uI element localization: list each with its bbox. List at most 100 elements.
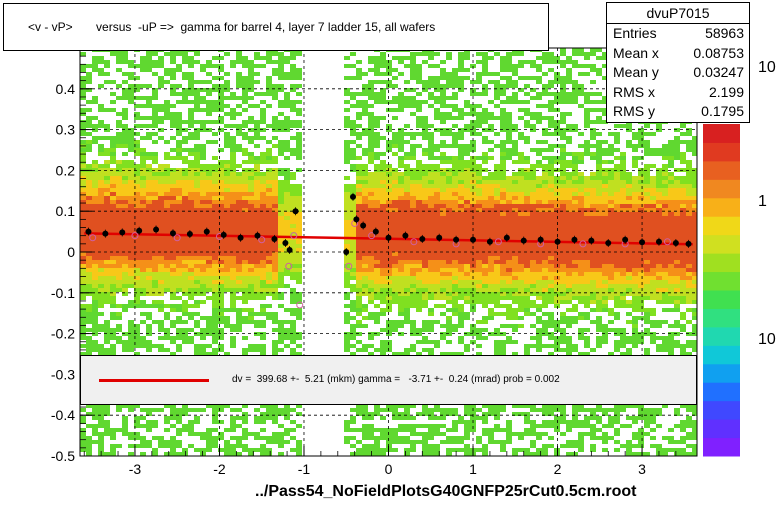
heatmap-bin	[356, 252, 362, 256]
heatmap-bin	[254, 436, 260, 440]
heatmap-bin	[224, 452, 230, 456]
heatmap-bin	[368, 92, 374, 96]
heatmap-bin	[482, 240, 488, 244]
heatmap-bin	[128, 304, 134, 308]
heatmap-bin	[410, 68, 416, 72]
heatmap-bin	[422, 204, 428, 208]
heatmap-bin	[296, 412, 302, 416]
heatmap-bin	[200, 240, 206, 244]
heatmap-bin	[368, 196, 374, 200]
heatmap-bin	[122, 136, 128, 140]
heatmap-bin	[278, 60, 284, 64]
heatmap-bin	[506, 204, 512, 208]
heatmap-bin	[278, 200, 284, 204]
heatmap-bin	[404, 88, 410, 92]
heatmap-bin	[218, 404, 224, 408]
heatmap-bin	[494, 72, 500, 76]
heatmap-bin	[128, 192, 134, 196]
heatmap-bin	[80, 420, 86, 424]
heatmap-bin	[500, 116, 506, 120]
heatmap-bin	[464, 224, 470, 228]
heatmap-bin	[362, 184, 368, 188]
heatmap-bin	[278, 276, 284, 280]
heatmap-bin	[200, 124, 206, 128]
heatmap-bin	[272, 436, 278, 440]
heatmap-bin	[368, 344, 374, 348]
heatmap-bin	[512, 280, 518, 284]
heatmap-bin	[230, 228, 236, 232]
heatmap-bin	[380, 280, 386, 284]
heatmap-bin	[542, 408, 548, 412]
heatmap-bin	[224, 220, 230, 224]
heatmap-bin	[488, 296, 494, 300]
heatmap-bin	[254, 216, 260, 220]
heatmap-bin	[506, 420, 512, 424]
heatmap-bin	[86, 64, 92, 68]
heatmap-bin	[254, 164, 260, 168]
heatmap-bin	[230, 276, 236, 280]
heatmap-bin	[470, 308, 476, 312]
heatmap-bin	[194, 284, 200, 288]
heatmap-bin	[266, 436, 272, 440]
heatmap-bin	[464, 408, 470, 412]
heatmap-bin	[290, 56, 296, 60]
heatmap-bin	[248, 208, 254, 212]
heatmap-bin	[344, 196, 350, 200]
heatmap-bin	[170, 412, 176, 416]
heatmap-bin	[392, 76, 398, 80]
heatmap-bin	[212, 232, 218, 236]
heatmap-bin	[524, 248, 530, 252]
heatmap-bin	[488, 208, 494, 212]
heatmap-bin	[368, 232, 374, 236]
heatmap-bin	[176, 84, 182, 88]
heatmap-bin	[410, 208, 416, 212]
heatmap-bin	[122, 280, 128, 284]
heatmap-bin	[140, 152, 146, 156]
heatmap-bin	[356, 304, 362, 308]
heatmap-bin	[380, 80, 386, 84]
heatmap-bin	[356, 320, 362, 324]
heatmap-bin	[146, 260, 152, 264]
heatmap-bin	[500, 312, 506, 316]
heatmap-bin	[278, 296, 284, 300]
heatmap-bin	[212, 320, 218, 324]
heatmap-bin	[398, 176, 404, 180]
heatmap-bin	[134, 324, 140, 328]
heatmap-bin	[290, 68, 296, 72]
heatmap-bin	[296, 200, 302, 204]
heatmap-bin	[530, 220, 536, 224]
heatmap-bin	[158, 284, 164, 288]
heatmap-bin	[278, 244, 284, 248]
heatmap-bin	[452, 268, 458, 272]
heatmap-bin	[278, 260, 284, 264]
heatmap-bin	[416, 232, 422, 236]
heatmap-bin	[290, 192, 296, 196]
heatmap-bin	[524, 412, 530, 416]
heatmap-bin	[122, 256, 128, 260]
heatmap-bin	[536, 280, 542, 284]
heatmap-bin	[272, 84, 278, 88]
heatmap-bin	[536, 320, 542, 324]
heatmap-bin	[530, 312, 536, 316]
heatmap-bin	[266, 272, 272, 276]
heatmap-bin	[536, 56, 542, 60]
heatmap-bin	[464, 404, 470, 408]
heatmap-bin	[452, 244, 458, 248]
heatmap-bin	[380, 176, 386, 180]
heatmap-bin	[266, 84, 272, 88]
heatmap-bin	[284, 56, 290, 60]
heatmap-bin	[476, 264, 482, 268]
heatmap-bin	[224, 140, 230, 144]
heatmap-bin	[218, 116, 224, 120]
heatmap-bin	[422, 152, 428, 156]
heatmap-bin	[86, 440, 92, 444]
heatmap-bin	[170, 260, 176, 264]
heatmap-bin	[440, 260, 446, 264]
heatmap-bin	[224, 196, 230, 200]
heatmap-bin	[284, 92, 290, 96]
heatmap-bin	[482, 244, 488, 248]
heatmap-bin	[194, 88, 200, 92]
heatmap-bin	[224, 252, 230, 256]
heatmap-bin	[86, 224, 92, 228]
heatmap-bin	[134, 84, 140, 88]
